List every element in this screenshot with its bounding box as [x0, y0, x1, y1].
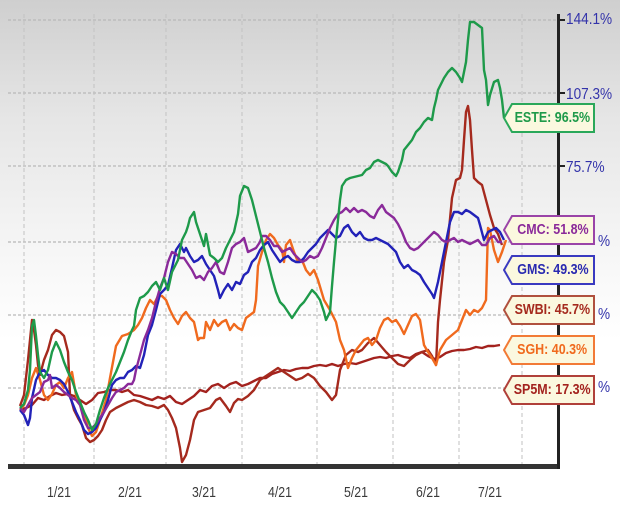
- series-sgh: [19, 226, 508, 438]
- y-tick-label: %: [598, 379, 611, 396]
- x-tick-label: 1/21: [47, 484, 71, 501]
- value-tag-swbi: SWBI: 45.7%: [503, 295, 595, 325]
- series-sp5m: [19, 343, 501, 412]
- value-tag-sgh: SGH: 40.3%: [503, 335, 595, 365]
- x-tick-label: 3/21: [192, 484, 216, 501]
- value-tag-este: ESTE: 96.5%: [503, 103, 595, 133]
- value-tag-gms: GMS: 49.3%: [503, 255, 595, 285]
- value-tag-label: SP5M: 17.3%: [513, 382, 591, 398]
- y-tick-label: %: [598, 306, 611, 323]
- value-tag-label: GMS: 49.3%: [516, 262, 589, 278]
- series-gms: [19, 208, 506, 436]
- value-tag-label: SGH: 40.3%: [517, 342, 588, 358]
- value-tag-label: SWBI: 45.7%: [514, 302, 591, 318]
- y-tick-label: 107.3%: [566, 86, 613, 103]
- x-tick-label: 5/21: [344, 484, 368, 501]
- x-tick-label: 7/21: [478, 484, 502, 501]
- x-tick-label: 2/21: [118, 484, 142, 501]
- value-tag-cmc: CMC: 51.8%: [503, 215, 595, 245]
- series-este: [19, 20, 506, 432]
- y-tick-label: %: [598, 233, 611, 250]
- y-tick-label: 144.1%: [566, 11, 613, 28]
- x-tick-label: 6/21: [416, 484, 440, 501]
- x-axis: [8, 464, 560, 469]
- value-tag-sp5m: SP5M: 17.3%: [503, 375, 595, 405]
- series-swbi: [18, 104, 504, 464]
- horizontal-gridlines: [8, 19, 558, 389]
- x-tick-label: 4/21: [268, 484, 292, 501]
- y-tick-label: 75.7%: [566, 159, 605, 176]
- value-tag-label: CMC: 51.8%: [516, 222, 589, 238]
- value-tag-label: ESTE: 96.5%: [514, 110, 591, 126]
